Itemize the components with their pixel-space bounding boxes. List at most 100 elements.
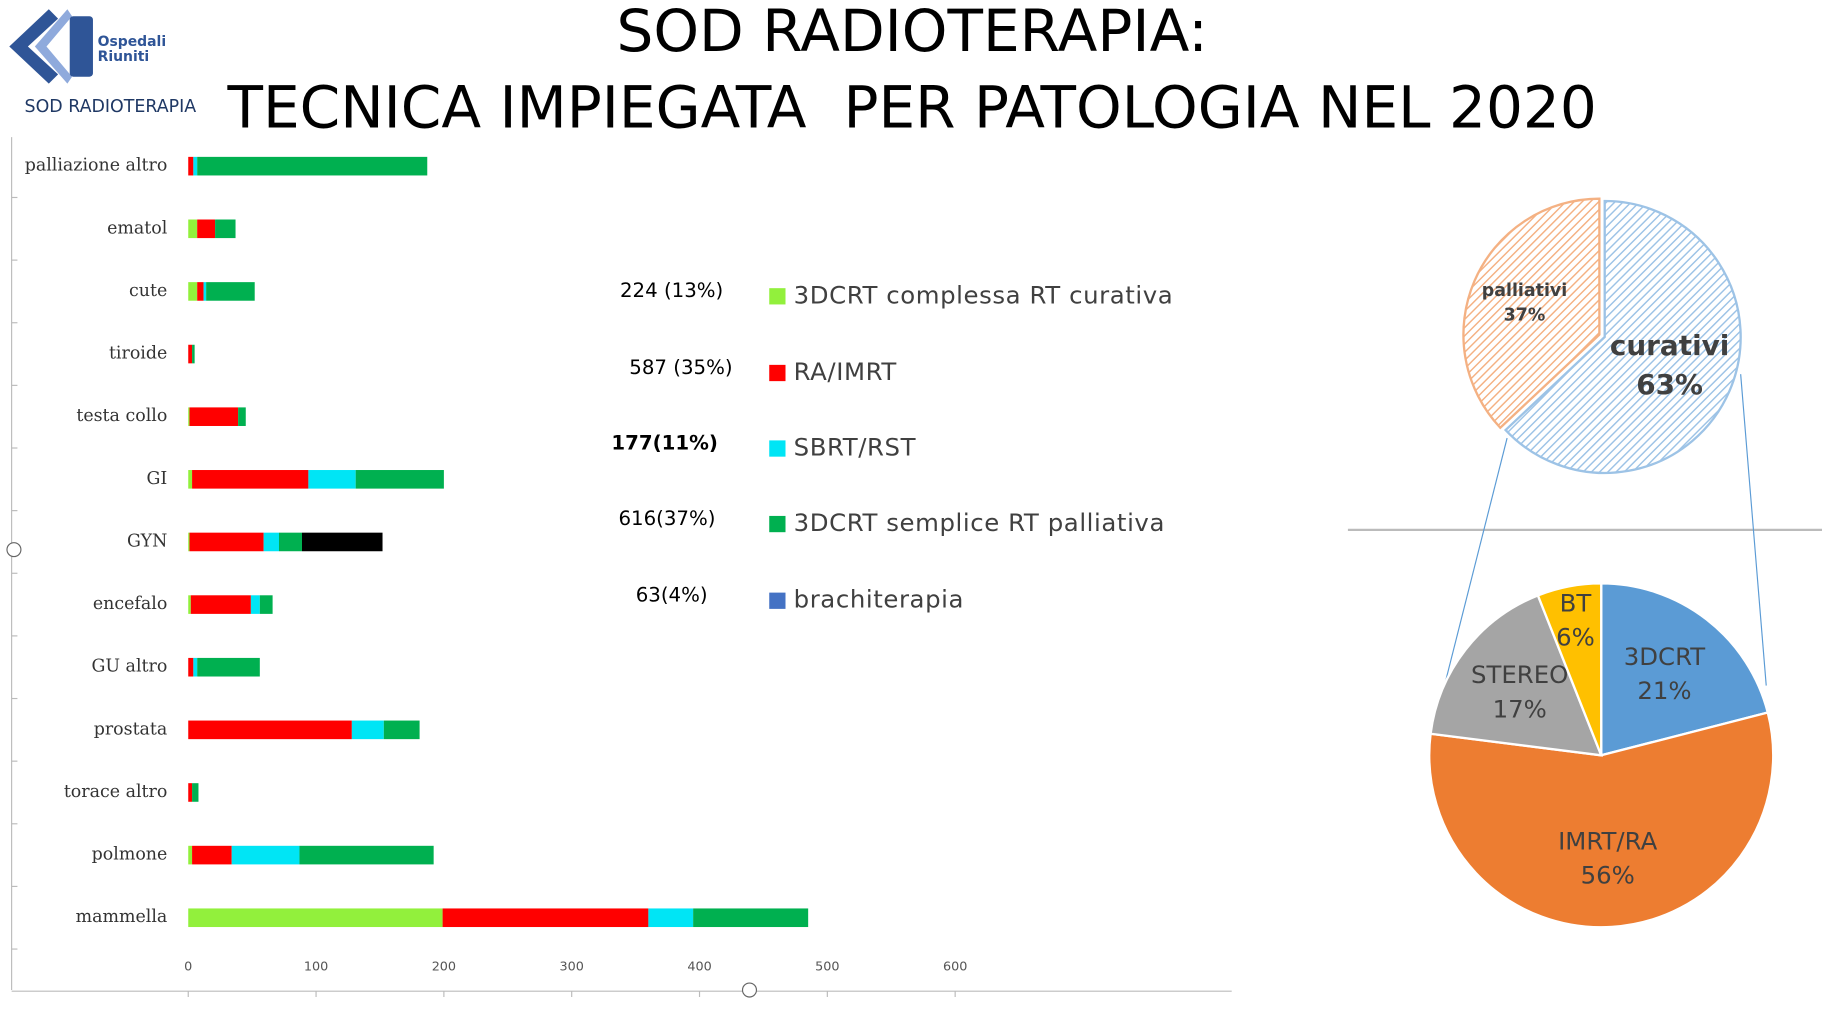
bar-segment bbox=[192, 783, 199, 802]
slice-label: palliativi bbox=[1482, 281, 1567, 301]
bar-segment bbox=[693, 908, 809, 928]
bar-segment bbox=[648, 908, 694, 928]
x-tick-label: 0 bbox=[184, 959, 192, 974]
bar-segment bbox=[188, 407, 190, 426]
bar-segment bbox=[231, 845, 300, 865]
bar-segment bbox=[238, 407, 246, 426]
slice-value: 21% bbox=[1637, 676, 1691, 705]
legend-label: 3DCRT semplice RT palliativa bbox=[794, 508, 1165, 537]
y-tick-label: mammella bbox=[76, 907, 168, 927]
pie-slice bbox=[1462, 197, 1601, 430]
slice-label: 3DCRT bbox=[1624, 642, 1706, 671]
handle bbox=[741, 982, 758, 998]
y-tick-label: cute bbox=[129, 281, 167, 301]
bar-segment bbox=[278, 532, 303, 552]
connector bbox=[1740, 374, 1767, 686]
y-tick-label: GU altro bbox=[91, 657, 167, 677]
bar-segment bbox=[188, 470, 193, 489]
y-tick-label: polmone bbox=[92, 845, 168, 865]
bar-segment bbox=[192, 845, 232, 865]
bar-segment bbox=[299, 845, 434, 865]
legend-marker bbox=[769, 515, 786, 533]
legend-marker bbox=[769, 592, 786, 609]
bar-segment bbox=[302, 532, 383, 552]
bar-segment bbox=[192, 470, 309, 489]
y-tick-label: tiroide bbox=[109, 344, 167, 364]
bar-segment bbox=[197, 657, 260, 677]
bar-segment bbox=[188, 344, 193, 364]
bar-segment bbox=[308, 470, 356, 489]
bar-segment bbox=[188, 532, 190, 552]
series-total: 63(4%) bbox=[636, 584, 708, 607]
slice-value: 63% bbox=[1636, 368, 1703, 401]
series-total: 587 (35%) bbox=[629, 356, 732, 379]
bar-segment bbox=[197, 282, 204, 301]
bar-segment bbox=[193, 156, 198, 176]
pie-slice bbox=[1536, 582, 1603, 756]
y-tick-label: prostata bbox=[94, 719, 168, 739]
bar-segment bbox=[193, 657, 198, 677]
logo-shape bbox=[69, 16, 93, 77]
x-tick-label: 300 bbox=[560, 959, 584, 974]
bar-segment bbox=[351, 720, 384, 740]
pie-slice bbox=[1600, 582, 1770, 757]
bar-segment bbox=[215, 219, 236, 239]
bar-segment bbox=[355, 470, 444, 489]
legend-label: 3DCRT complessa RT curativa bbox=[794, 280, 1174, 309]
x-tick-label: 100 bbox=[304, 959, 328, 974]
bar-segment bbox=[188, 783, 193, 802]
x-tick-label: 200 bbox=[432, 959, 456, 974]
legend-marker bbox=[769, 440, 786, 457]
bar-segment bbox=[188, 720, 352, 740]
bar-segment bbox=[188, 595, 191, 614]
bar-segment bbox=[263, 532, 279, 552]
slice-value: 17% bbox=[1493, 694, 1547, 723]
slice-label: IMRT/RA bbox=[1558, 826, 1657, 855]
logo-shape bbox=[9, 9, 59, 84]
logo-text: Ospedali bbox=[98, 34, 167, 50]
bar-segment bbox=[197, 219, 216, 239]
slice-label: curativi bbox=[1610, 329, 1730, 362]
bar-segment bbox=[188, 156, 194, 176]
slice-value: 56% bbox=[1581, 861, 1635, 890]
series-total: 177(11%) bbox=[611, 431, 718, 454]
bar-segment bbox=[188, 219, 198, 239]
bar-segment bbox=[192, 344, 195, 364]
y-tick-label: GI bbox=[147, 469, 168, 489]
bar-segment bbox=[197, 156, 428, 176]
x-tick-label: 600 bbox=[943, 959, 967, 974]
y-tick-label: torace altro bbox=[64, 782, 168, 802]
logo-text: Riuniti bbox=[98, 49, 150, 65]
bar-segment bbox=[206, 282, 255, 301]
bar-segment bbox=[190, 595, 251, 614]
legend-marker bbox=[769, 364, 786, 382]
department: SOD RADIOTERAPIA bbox=[25, 97, 197, 117]
pie-slice bbox=[1503, 199, 1742, 475]
series-total: 616(37%) bbox=[618, 507, 715, 530]
pie-slice bbox=[1429, 593, 1604, 757]
x-tick-label: 500 bbox=[815, 959, 839, 974]
bar-segment bbox=[383, 720, 420, 740]
bar-segment bbox=[188, 908, 443, 928]
y-tick-label: testa collo bbox=[76, 406, 167, 426]
handle bbox=[6, 542, 22, 558]
bar-segment bbox=[203, 282, 207, 301]
y-tick-label: GYN bbox=[127, 531, 167, 551]
pie-slice bbox=[1428, 711, 1775, 929]
title: TECNICA IMPIEGATA PER PATOLOGIA NEL 2020 bbox=[226, 74, 1596, 142]
slice-value: 37% bbox=[1504, 305, 1546, 325]
title: SOD RADIOTERAPIA: bbox=[616, 0, 1207, 65]
bar-segment bbox=[188, 657, 194, 677]
legend-label: SBRT/RST bbox=[794, 433, 916, 462]
bar-segment bbox=[250, 595, 260, 614]
legend-label: RA/IMRT bbox=[794, 357, 897, 386]
y-tick-label: palliazione altro bbox=[25, 156, 168, 176]
legend-label: brachiterapia bbox=[794, 585, 964, 614]
series-total: 224 (13%) bbox=[620, 279, 723, 302]
slice-value: 6% bbox=[1556, 622, 1595, 651]
bar-segment bbox=[189, 532, 264, 552]
connector bbox=[1434, 437, 1508, 723]
logo: Ospedali Riuniti bbox=[9, 9, 167, 84]
